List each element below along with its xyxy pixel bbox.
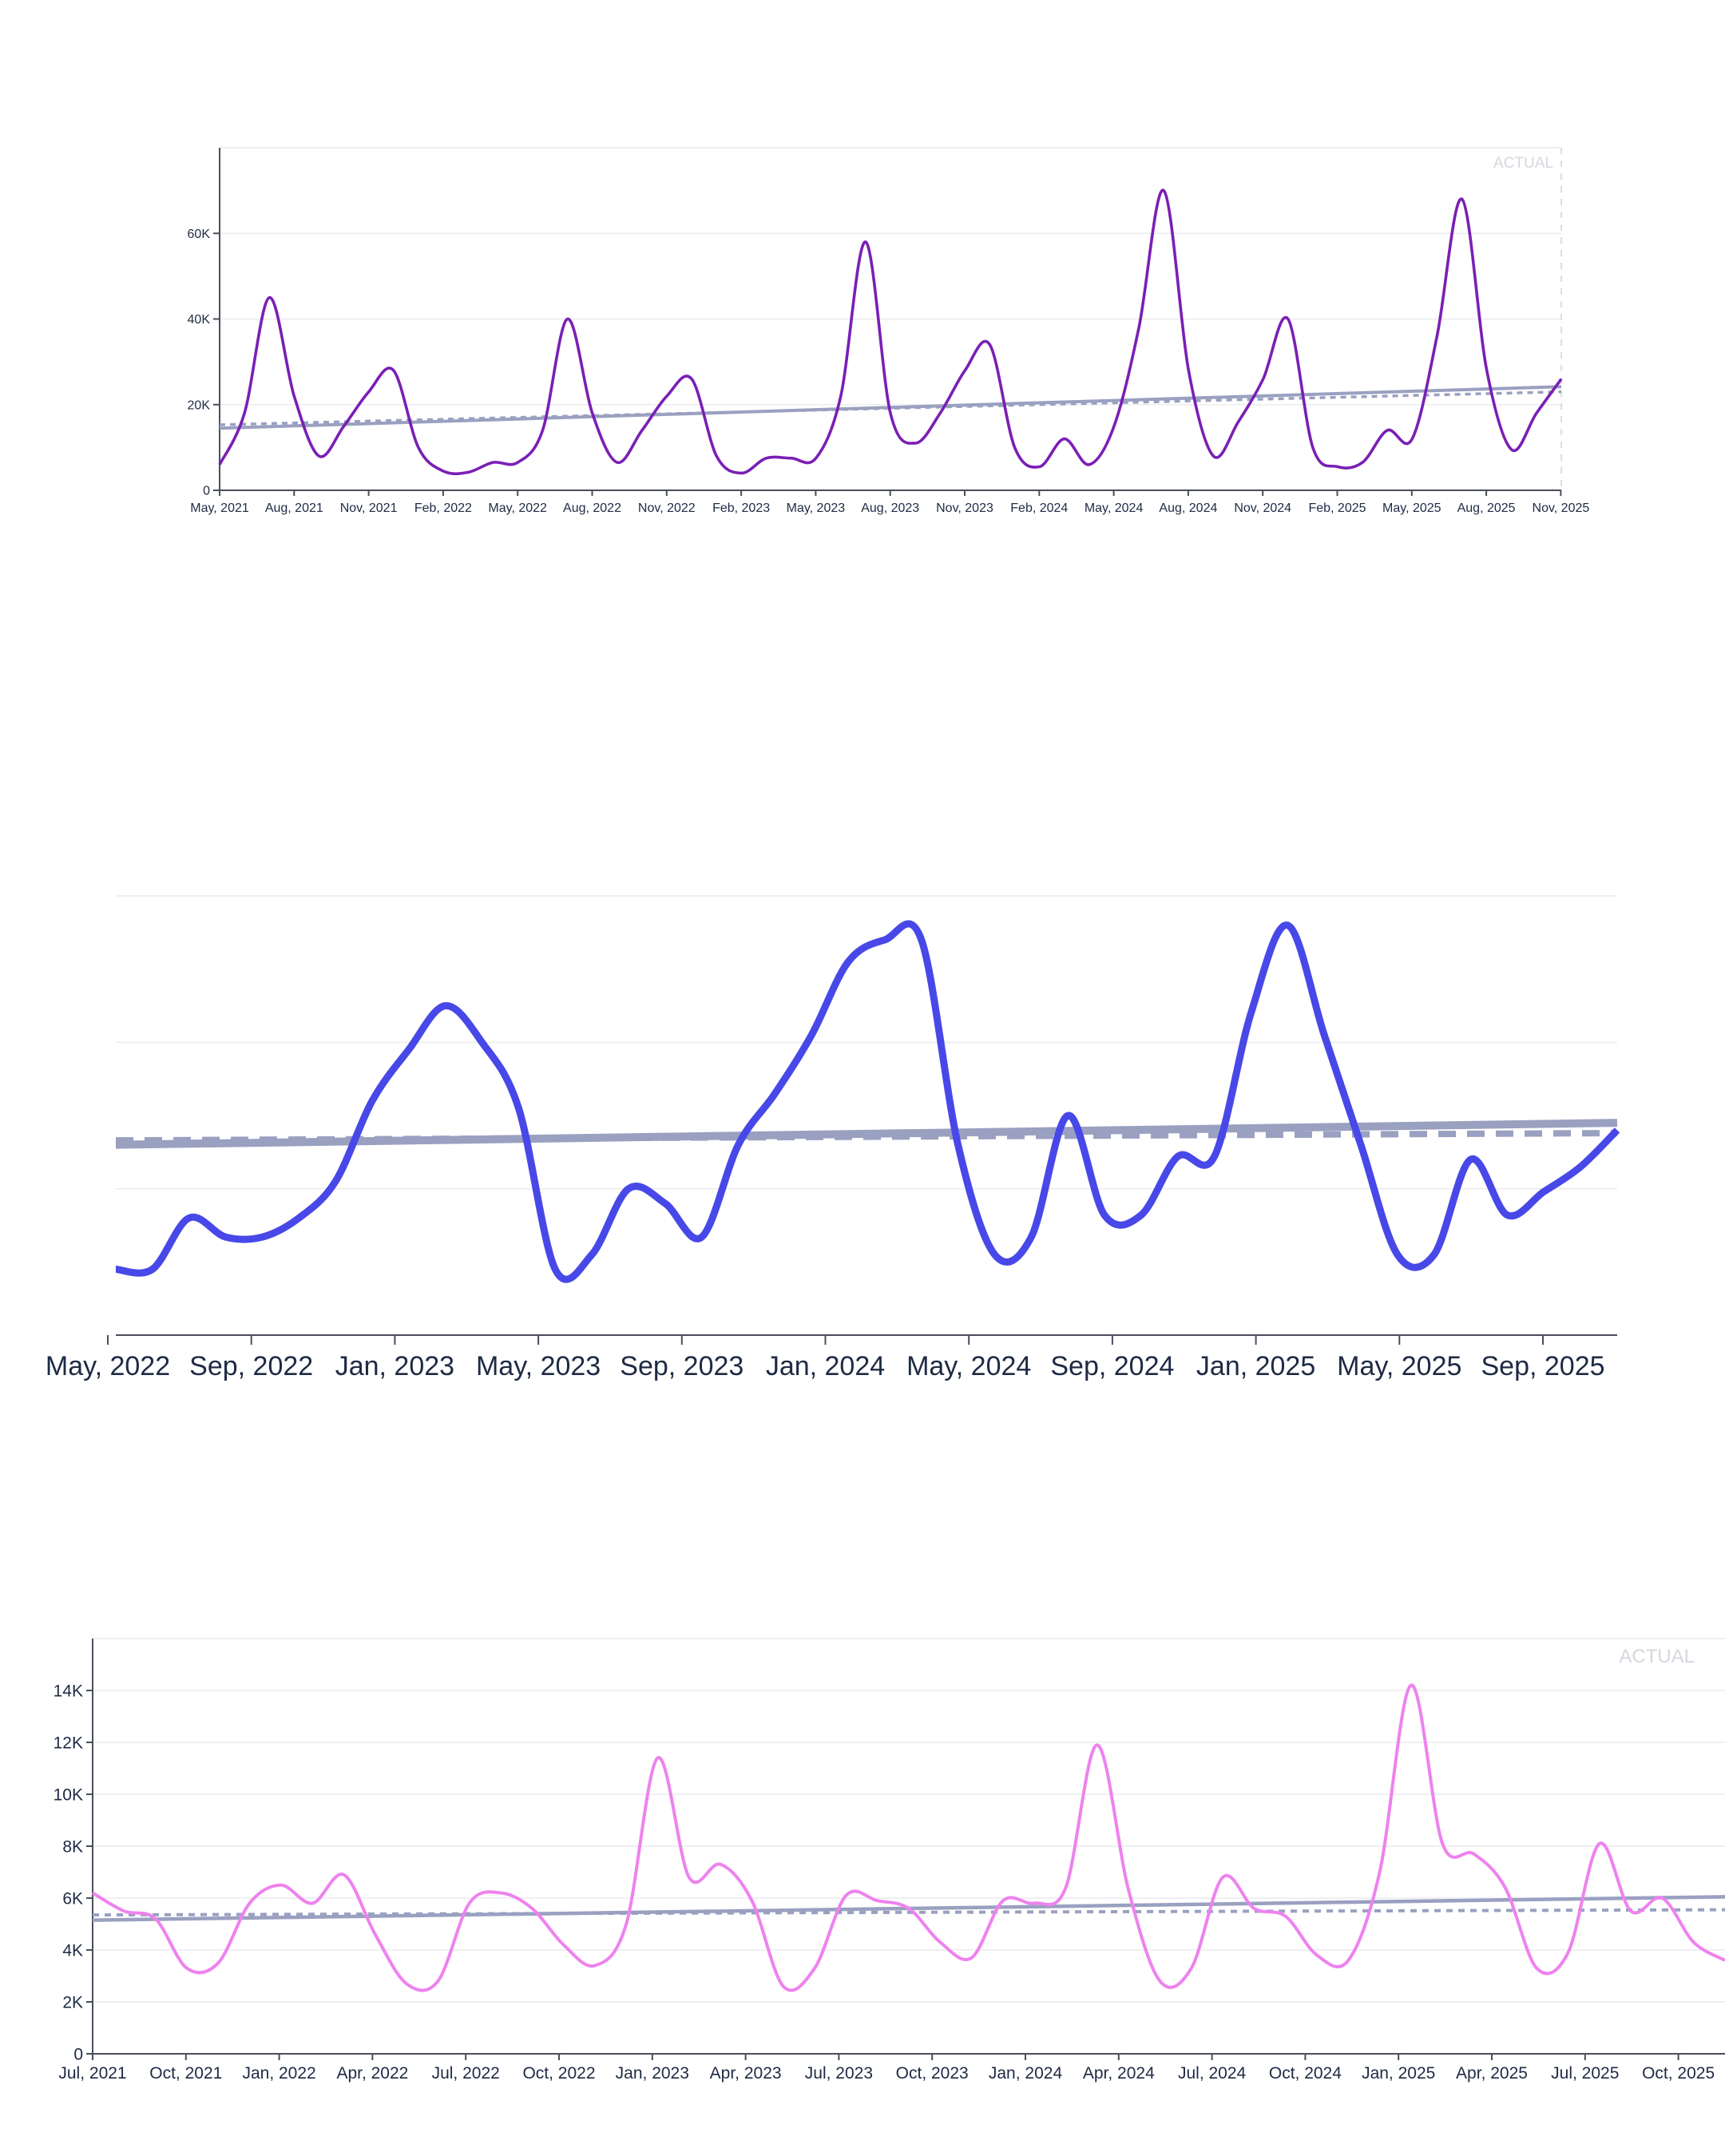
x-tick-label: May, 2025: [1337, 1351, 1461, 1381]
x-tick-label: Jan, 2023: [616, 2064, 689, 2083]
y-tick-label: 60K: [188, 228, 211, 241]
chart-2-series-line: [115, 920, 1620, 1283]
y-tick-label: 12K: [54, 1734, 83, 1752]
x-tick-label: Jul, 2023: [805, 2064, 873, 2083]
chart-1-y-ticks: 0 20K 40K 60K: [188, 228, 220, 498]
x-tick-label: Feb, 2024: [1010, 501, 1068, 515]
x-tick-label: Aug, 2023: [861, 501, 919, 515]
x-tick-label: Oct, 2022: [522, 2064, 595, 2083]
chart-1-actual-label: ACTUAL: [1493, 155, 1553, 172]
x-tick-label: Sep, 2022: [189, 1351, 313, 1381]
chart-2-grid: [116, 895, 1617, 1190]
chart-2-x-ticks: May, 2022 Sep, 2022 Jan, 2023 May, 2023 Sep,…: [46, 1335, 1605, 1381]
x-tick-label: Sep, 2025: [1481, 1351, 1604, 1381]
chart-3-x-ticks: Jul, 2021 Oct, 2021 Jan, 2022 Apr, 2022 Jul,…: [58, 2054, 1715, 2083]
x-tick-label: Nov, 2025: [1533, 501, 1590, 515]
x-tick-label: Jul, 2024: [1178, 2064, 1247, 2083]
y-tick-label: 2K: [62, 1993, 83, 2011]
x-tick-label: May, 2023: [476, 1351, 601, 1381]
x-tick-label: Nov, 2024: [1234, 501, 1291, 515]
x-tick-label: Oct, 2021: [149, 2064, 222, 2083]
y-tick-label: 40K: [188, 313, 211, 327]
x-tick-label: Feb, 2023: [712, 501, 770, 515]
x-tick-label: Jul, 2021: [58, 2064, 126, 2083]
x-tick-label: Apr, 2025: [1456, 2064, 1528, 2083]
y-tick-label: 0: [203, 485, 210, 498]
chart-1: ACTUAL 0 20K 40K 60K May, 2021 Aug, 2021 Nov,…: [188, 147, 1589, 515]
x-tick-label: Apr, 2023: [710, 2064, 782, 2083]
x-tick-label: May, 2025: [1382, 501, 1441, 515]
x-tick-label: May, 2024: [906, 1351, 1031, 1381]
x-tick-label: Jan, 2024: [766, 1351, 885, 1381]
y-tick-label: 20K: [188, 398, 211, 412]
x-tick-label: Feb, 2022: [414, 501, 472, 515]
chart-3-series-line: [91, 1683, 1725, 1992]
y-tick-label: 6K: [62, 1889, 83, 1908]
chart-3-y-ticks: 0 2K 4K 6K 8K 10K 12K 14K: [54, 1682, 93, 2063]
chart-1-grid: [220, 147, 1561, 406]
x-tick-label: Aug, 2022: [563, 501, 621, 515]
x-tick-label: May, 2024: [1085, 501, 1144, 515]
x-tick-label: Jan, 2025: [1196, 1351, 1315, 1381]
x-tick-label: May, 2021: [190, 501, 249, 515]
x-tick-label: May, 2022: [46, 1351, 170, 1381]
x-tick-label: Apr, 2024: [1083, 2064, 1155, 2083]
x-tick-label: Apr, 2022: [336, 2064, 408, 2083]
chart-3: ACTUAL 0 2K 4K 6K 8K 10K 12K 14K Jul, 2021 Oct, …: [54, 1638, 1725, 2083]
y-tick-label: 8K: [62, 1837, 83, 1856]
x-tick-label: Jul, 2025: [1551, 2064, 1619, 2083]
chart-3-actual-label: ACTUAL: [1619, 1646, 1695, 1667]
x-tick-label: Jan, 2025: [1362, 2064, 1435, 2083]
x-tick-label: Aug, 2024: [1159, 501, 1217, 515]
x-tick-label: May, 2023: [787, 501, 846, 515]
x-tick-label: Jul, 2022: [432, 2064, 500, 2083]
chart-2-trend-dashed: [115, 1130, 1618, 1144]
chart-1-series-line: [218, 188, 1563, 476]
x-tick-label: Oct, 2024: [1269, 2064, 1342, 2083]
x-tick-label: Sep, 2023: [620, 1351, 744, 1381]
y-tick-label: 14K: [54, 1682, 83, 1700]
x-tick-label: Nov, 2022: [638, 501, 696, 515]
y-tick-label: 10K: [54, 1785, 83, 1804]
x-tick-label: Oct, 2023: [896, 2064, 969, 2083]
x-tick-label: Jan, 2023: [335, 1351, 454, 1381]
x-tick-label: Aug, 2025: [1457, 501, 1516, 515]
x-tick-label: Oct, 2025: [1642, 2064, 1715, 2083]
x-tick-label: Nov, 2023: [936, 501, 993, 515]
x-tick-label: May, 2022: [488, 501, 547, 515]
chart-2: May, 2022 Sep, 2022 Jan, 2023 May, 2023 Sep,…: [46, 895, 1620, 1381]
chart-3-grid: [93, 1638, 1725, 2003]
y-tick-label: 0: [73, 2045, 83, 2063]
y-tick-label: 4K: [62, 1941, 83, 1960]
x-tick-label: Jan, 2022: [242, 2064, 315, 2083]
x-tick-label: Aug, 2021: [265, 501, 323, 515]
chart-1-x-ticks: May, 2021 Aug, 2021 Nov, 2021 Feb, 2022 May,…: [190, 490, 1589, 515]
x-tick-label: Sep, 2024: [1050, 1351, 1174, 1381]
x-tick-label: Feb, 2025: [1308, 501, 1366, 515]
chart-3-trend-dashed: [92, 1908, 1725, 1917]
x-tick-label: Nov, 2021: [340, 501, 398, 515]
x-tick-label: Jan, 2024: [989, 2064, 1063, 2083]
